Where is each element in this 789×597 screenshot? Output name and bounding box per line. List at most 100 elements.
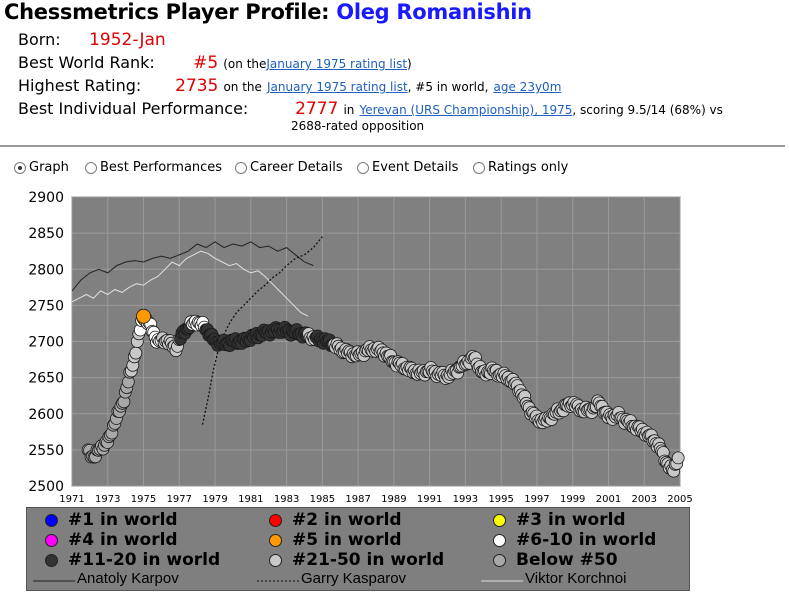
y-tick-label: 2850 (28, 226, 64, 242)
legend-dot-rank-1 (45, 513, 58, 527)
x-tick-label: 1997 (524, 494, 549, 505)
world-rank-label: Best World Rank: (18, 53, 155, 72)
legend-line-kasparov (257, 580, 299, 582)
legend-dot-rank-5 (269, 533, 282, 547)
legend-line-karpov (33, 580, 75, 582)
y-tick-label: 2900 (28, 190, 64, 206)
korchnoi-line (71, 250, 309, 317)
legend-label-kasparov: Garry Kasparov (301, 570, 407, 587)
option-best-performances-label: Best Performances (100, 160, 223, 175)
x-tick-label: 1987 (345, 494, 370, 505)
legend-dot-rank-11-20 (45, 553, 58, 567)
legend-line-korchnoi (481, 580, 523, 582)
x-tick-label: 1995 (488, 494, 513, 505)
x-tick-label: 2001 (596, 494, 621, 505)
option-graph[interactable]: Graph (14, 160, 69, 175)
option-event-details[interactable]: Event Details (357, 160, 458, 175)
x-tick-label: 2005 (667, 494, 692, 505)
option-event-details-label: Event Details (372, 160, 459, 175)
world-rank-pre: (on the (223, 57, 267, 71)
option-best-performances[interactable]: Best Performances (85, 160, 222, 175)
option-career-details-label: Career Details (250, 160, 343, 175)
kasparov-line (201, 236, 323, 425)
option-ratings-only[interactable]: Ratings only (473, 160, 568, 175)
x-tick-label: 1991 (417, 494, 442, 505)
radio-best-performances[interactable] (85, 161, 97, 174)
legend-label-rank-11-20: #11-20 in world (68, 550, 221, 570)
best-performance-label: Best Individual Performance: (18, 99, 249, 118)
legend-label-rank-2: #2 in world (292, 510, 402, 530)
legend-dot-below-50 (493, 553, 506, 567)
legend-item-rank-11-20: #11-20 in world (45, 550, 220, 570)
title-prefix: Chessmetrics Player Profile: (4, 0, 330, 24)
legend-label-rank-21-50: #21-50 in world (292, 550, 445, 570)
radio-event-details[interactable] (357, 161, 369, 174)
highest-age-link[interactable]: age 23y0m (493, 80, 562, 94)
legend-dot-rank-6-10 (493, 533, 506, 547)
peak-rating-point (136, 308, 151, 324)
legend-item-rank-5: #5 in world (269, 530, 402, 550)
legend-item-rank-6-10: #6-10 in world (493, 530, 656, 550)
option-career-details[interactable]: Career Details (235, 160, 343, 175)
x-tick-label: 1989 (381, 494, 406, 505)
world-rank-list-link[interactable]: January 1975 rating list (266, 57, 408, 71)
y-tick-label: 2600 (28, 407, 64, 423)
y-tick-label: 2550 (28, 443, 64, 459)
legend-label-karpov: Anatoly Karpov (77, 570, 179, 587)
best-performance-event-link[interactable]: Yerevan (URS Championship), 1975 (359, 103, 573, 117)
rating-chart: 1971 1973 1975 1977 1979 1981 1983 1985 1987 1989… (28, 190, 692, 505)
legend-label-below-50: Below #50 (516, 550, 618, 570)
x-tick-label: 1977 (167, 494, 192, 505)
option-ratings-only-label: Ratings only (488, 160, 569, 175)
karpov-line (71, 241, 314, 292)
born-label: Born: (18, 30, 61, 49)
radio-graph[interactable] (14, 161, 26, 174)
radio-career-details[interactable] (235, 161, 247, 174)
legend-item-rank-2: #2 in world (269, 510, 402, 530)
rating-point (671, 451, 685, 465)
x-tick-label: 1979 (202, 494, 227, 505)
rating-point (129, 346, 143, 360)
legend-item-rank-1: #1 in world (45, 510, 178, 530)
x-tick-label: 1975 (131, 494, 156, 505)
legend-label-rank-6-10: #6-10 in world (516, 530, 657, 550)
legend-dot-rank-21-50 (269, 553, 282, 567)
legend-label-korchnoi: Viktor Korchnoi (525, 570, 627, 587)
legend-item-kasparov: Garry Kasparov (301, 570, 406, 587)
player-name: Oleg Romanishin (336, 0, 532, 24)
legend-label-rank-4: #4 in world (68, 530, 178, 550)
chart-legend: #1 in world #2 in world #3 in world #4 i… (26, 507, 690, 591)
y-tick-label: 2750 (28, 298, 64, 314)
x-tick-label: 1971 (59, 494, 84, 505)
highest-rating-mid: , #5 in world, (407, 80, 489, 94)
world-rank-value: #5 (193, 53, 219, 73)
legend-item-below-50: Below #50 (493, 550, 618, 570)
radio-ratings-only[interactable] (473, 161, 485, 174)
y-tick-label: 2700 (28, 335, 64, 351)
option-graph-label: Graph (29, 160, 69, 175)
legend-dot-rank-2 (269, 513, 282, 527)
best-performance-post: , scoring 9.5/14 (68%) vs (572, 103, 723, 117)
legend-item-karpov: Anatoly Karpov (77, 570, 179, 587)
legend-item-rank-4: #4 in world (45, 530, 178, 550)
born-value: 1952-Jan (89, 30, 166, 50)
x-tick-label: 1981 (238, 494, 263, 505)
legend-dot-rank-3 (493, 513, 506, 527)
x-tick-label: 1973 (95, 494, 120, 505)
best-performance-value: 2777 (295, 99, 339, 119)
header-divider (0, 145, 785, 147)
x-tick-label: 1983 (274, 494, 299, 505)
legend-item-rank-3: #3 in world (493, 510, 626, 530)
x-tick-label: 1993 (453, 494, 478, 505)
best-performance-row: Best Individual Performance: 2777 in Yer… (18, 99, 723, 119)
highest-rating-row: Highest Rating: 2735 on the January 1975… (18, 76, 561, 96)
born-row: Born: 1952-Jan (18, 30, 166, 50)
best-performance-line2: 2688-rated opposition (291, 119, 425, 133)
x-tick-label: 1985 (310, 494, 335, 505)
legend-label-rank-3: #3 in world (516, 510, 626, 530)
legend-label-rank-5: #5 in world (292, 530, 402, 550)
highest-rating-list-link[interactable]: January 1975 rating list (267, 80, 408, 94)
x-tick-label: 1999 (560, 494, 585, 505)
legend-item-korchnoi: Viktor Korchnoi (525, 570, 626, 587)
y-tick-label: 2800 (28, 262, 64, 278)
